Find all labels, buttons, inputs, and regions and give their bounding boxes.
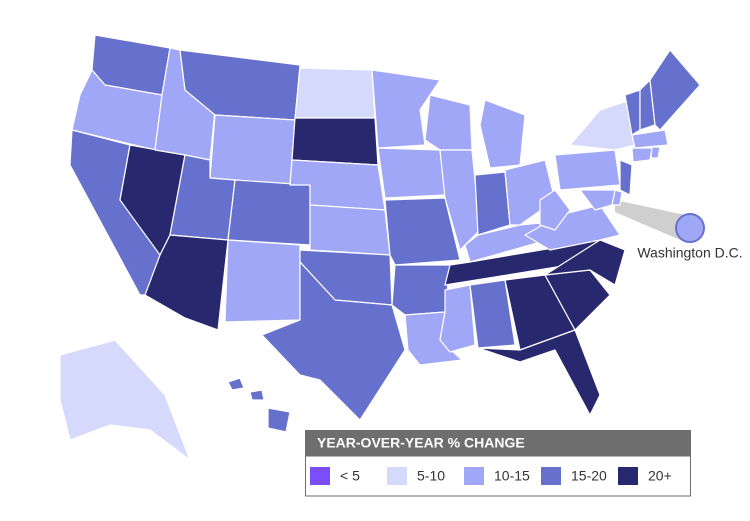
state [294,67,376,119]
legend-swatch [310,467,330,485]
state [267,407,291,433]
state [631,147,653,163]
legend-title: YEAR-OVER-YEAR % CHANGE [317,435,525,451]
legend-swatch [618,467,638,485]
state [579,189,616,211]
state [424,94,473,151]
state [477,329,601,416]
legend-header [305,430,691,456]
dc-callout-circle [675,213,705,243]
state [539,189,571,231]
state [209,114,296,186]
state [391,264,451,316]
legend-swatch [464,467,484,485]
state [261,261,406,421]
legend-label: 20+ [648,468,672,484]
state [479,99,526,169]
state [309,204,391,256]
legend-label: 15-20 [571,468,607,484]
legend-label: 5-10 [417,468,445,484]
state [59,339,191,461]
state [371,69,441,149]
state [544,239,626,286]
state [377,147,446,199]
state [554,149,621,191]
legend-label: 10-15 [494,468,530,484]
state [227,377,245,391]
state [291,117,379,166]
callout-band [615,200,685,242]
state [631,129,669,149]
state [650,146,661,159]
legend-label: < 5 [340,468,360,484]
state [649,49,701,131]
state [474,171,511,236]
state [569,99,636,151]
state [384,197,461,266]
state [619,159,633,196]
legend-swatch [387,467,407,485]
state [439,284,476,353]
state [469,279,516,349]
legend-swatch [541,467,561,485]
state [227,179,311,246]
state [439,149,481,251]
callout-label: Washington D.C. [637,245,742,261]
legend-items: < 5 5-10 10-15 15-20 20+ [310,467,672,485]
state [224,239,301,323]
state [249,389,265,401]
states [59,34,701,461]
